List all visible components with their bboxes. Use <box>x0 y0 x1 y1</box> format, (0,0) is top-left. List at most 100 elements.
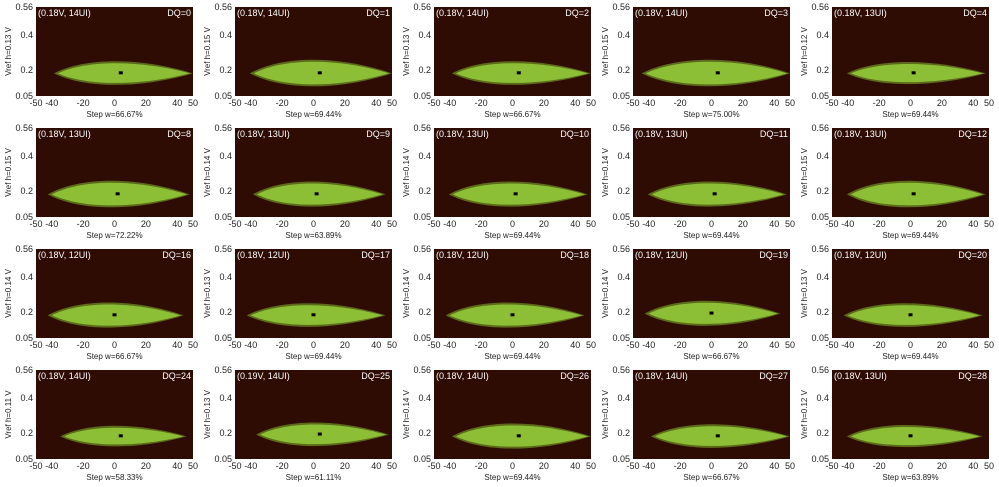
dq-label: DQ=18 <box>560 250 589 260</box>
x-tick-label: 0 <box>510 340 515 350</box>
y-tick-label: 0.05 <box>15 212 33 222</box>
eye-inner <box>455 425 588 447</box>
x-tick-label: 20 <box>738 219 748 229</box>
x-tick-label: 0 <box>510 219 515 229</box>
y-tick-label: 0.2 <box>219 307 232 317</box>
x-tick-label: -40 <box>841 98 854 108</box>
dq-label: DQ=19 <box>759 250 788 260</box>
y-tick-label: 0.05 <box>214 333 232 343</box>
eye-panel-svg: (0.18V, 13UI) DQ=8 0.56 0.4 0.2 0.05-50 -40 -20… <box>4 123 198 240</box>
y-tick-label: 0.2 <box>816 65 829 75</box>
x-tick-label: -40 <box>443 461 456 471</box>
y-tick-label: 0.4 <box>617 272 630 282</box>
y-tick-label: 0.05 <box>413 212 431 222</box>
y-tick-label: 0.56 <box>811 2 829 12</box>
x-tick-label: -40 <box>45 98 58 108</box>
eye-panel-svg: (0.18V, 13UI) DQ=4 0.56 0.4 0.2 0.05-50 -40 -20… <box>800 2 994 119</box>
y-tick-label: 0.2 <box>617 186 630 196</box>
dq-label: DQ=17 <box>361 250 390 260</box>
y-tick-label: 0.05 <box>811 333 829 343</box>
x-tick-label: 50 <box>188 219 198 229</box>
eye-center-marker <box>908 313 913 317</box>
x-tick-label: -50 <box>228 340 241 350</box>
y-tick-label: 0.05 <box>612 212 630 222</box>
y-tick-label: 0.56 <box>15 244 33 254</box>
x-tick-label: 50 <box>387 461 397 471</box>
dq-label: DQ=0 <box>167 8 191 18</box>
eye-panel-svg: (0.18V, 14UI) DQ=24 0.56 0.4 0.2 0.05-50 -40 -2… <box>4 365 198 482</box>
x-tick-label: 40 <box>172 219 182 229</box>
y-tick-label: 0.4 <box>219 393 232 403</box>
y-tick-label: 0.2 <box>20 307 33 317</box>
dq-label: DQ=20 <box>958 250 987 260</box>
eye-center-marker <box>715 71 720 75</box>
x-tick-label: 0 <box>311 219 316 229</box>
eye-panel: (0.18V, 14UI) DQ=0 0.56 0.4 0.2 0.05 -50 -40 -20… <box>2 2 201 123</box>
eye-inner <box>654 426 787 446</box>
x-tick-label: 50 <box>586 340 596 350</box>
eye-panel-svg: (0.18V, 12UI) DQ=20 0.56 0.4 0.2 0.05-50 -40 -2… <box>800 244 994 361</box>
eye-panel: (0.18V, 13UI) DQ=12 0.56 0.4 0.2 0.05 -50 -40 -2… <box>798 123 997 244</box>
eye-panel: (0.18V, 12UI) DQ=17 0.56 0.4 0.2 0.05 -50 -40 -2… <box>201 244 400 365</box>
y-tick-label: 0.2 <box>20 428 33 438</box>
y-tick-label: 0.56 <box>214 123 232 133</box>
y-tick-label: 0.4 <box>816 151 829 161</box>
eye-panel-svg: (0.18V, 14UI) DQ=2 0.56 0.4 0.2 0.05-50 -40 -20… <box>402 2 596 119</box>
eye-inner <box>64 427 184 445</box>
y-tick-label: 0.4 <box>418 393 431 403</box>
x-tick-label: -20 <box>475 340 488 350</box>
x-tick-label: -40 <box>244 461 257 471</box>
eye-center-label: (0.18V, 13UI) <box>436 129 489 139</box>
x-tick-label: 20 <box>340 340 350 350</box>
x-tick-label: 20 <box>539 340 549 350</box>
eye-inner <box>250 305 383 325</box>
x-tick-label: -20 <box>873 219 886 229</box>
x-axis-label: Step w=69.44% <box>882 110 938 119</box>
x-tick-label: 20 <box>340 461 350 471</box>
dq-label: DQ=10 <box>560 129 589 139</box>
y-tick-label: 0.2 <box>816 307 829 317</box>
y-tick-label: 0.05 <box>811 212 829 222</box>
x-tick-label: 0 <box>908 98 913 108</box>
eye-center-marker <box>712 192 717 196</box>
x-tick-label: -40 <box>443 98 456 108</box>
y-axis-label: Vref h=0.14 V <box>402 268 411 318</box>
y-axis-label: Vref h=0.11 V <box>4 390 13 439</box>
x-tick-label: 0 <box>908 340 913 350</box>
y-tick-label: 0.4 <box>816 272 829 282</box>
eye-panel-svg: (0.18V, 14UI) DQ=1 0.56 0.4 0.2 0.05-50 -40 -20… <box>203 2 397 119</box>
eye-panel: (0.18V, 12UI) DQ=16 0.56 0.4 0.2 0.05 -50 -40 -2… <box>2 244 201 365</box>
x-axis-label: Step w=58.33% <box>86 473 142 482</box>
y-axis-label: Vref h=0.13 V <box>203 268 212 318</box>
x-tick-label: 50 <box>785 219 795 229</box>
eye-center-marker <box>118 434 123 438</box>
eye-panel-svg: (0.19V, 14UI) DQ=25 0.56 0.4 0.2 0.05-50 -40 -2… <box>203 365 397 482</box>
eye-inner <box>449 304 582 326</box>
y-tick-label: 0.4 <box>20 393 33 403</box>
eye-center-label: (0.18V, 13UI) <box>834 8 887 18</box>
x-axis-label: Step w=69.44% <box>882 231 938 240</box>
x-tick-label: 40 <box>172 98 182 108</box>
y-axis-label: Vref h=0.15 V <box>203 26 212 76</box>
y-tick-label: 0.56 <box>413 365 431 375</box>
x-tick-label: -20 <box>674 98 687 108</box>
eye-panel-svg: (0.18V, 14UI) DQ=27 0.56 0.4 0.2 0.05-50 -40 -2… <box>601 365 795 482</box>
x-tick-label: -20 <box>475 219 488 229</box>
y-tick-label: 0.56 <box>612 2 630 12</box>
x-tick-label: 40 <box>371 219 381 229</box>
eye-panel: (0.18V, 13UI) DQ=11 0.56 0.4 0.2 0.05 -50 -40 -2… <box>599 123 798 244</box>
eye-center-label: (0.18V, 14UI) <box>38 371 91 381</box>
y-tick-label: 0.4 <box>418 272 431 282</box>
x-tick-label: -20 <box>873 98 886 108</box>
y-axis-label: Vref h=0.13 V <box>4 26 13 76</box>
x-tick-label: 50 <box>984 219 994 229</box>
x-tick-label: -50 <box>626 98 639 108</box>
x-axis-label: Step w=63.89% <box>285 231 341 240</box>
y-tick-label: 0.05 <box>612 454 630 464</box>
x-tick-label: 40 <box>570 461 580 471</box>
eye-center-marker <box>516 434 521 438</box>
x-tick-label: 40 <box>371 461 381 471</box>
x-tick-label: 0 <box>709 98 714 108</box>
eye-panel-svg: (0.18V, 12UI) DQ=17 0.56 0.4 0.2 0.05-50 -40 -2… <box>203 244 397 361</box>
